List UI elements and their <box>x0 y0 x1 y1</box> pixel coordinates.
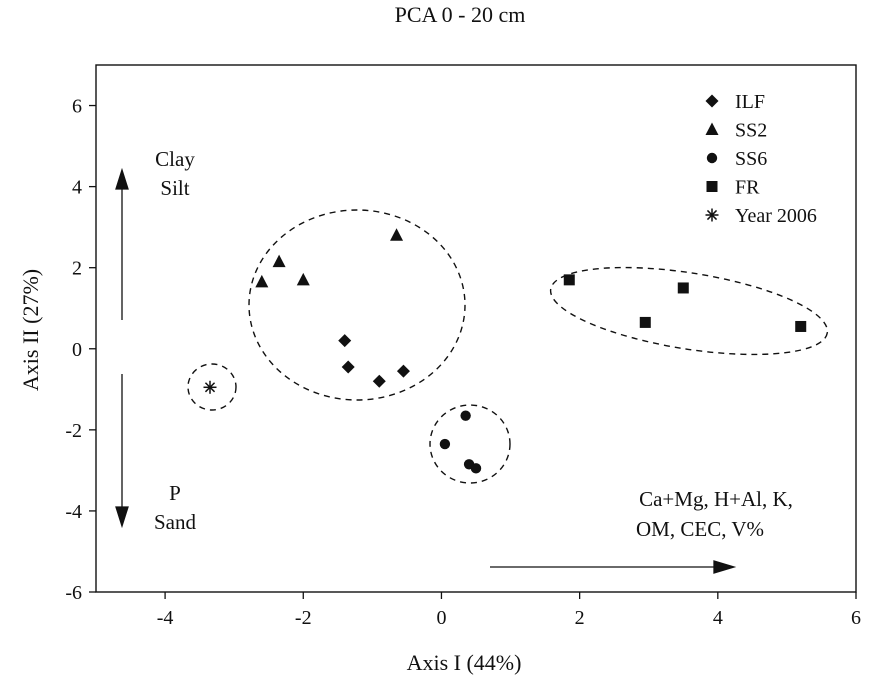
legend-label-ss6: SS6 <box>735 148 767 170</box>
annotation-sand: Sand <box>154 510 197 534</box>
x-tick-label: 0 <box>436 607 446 629</box>
legend-marker-ss2 <box>705 122 719 135</box>
legend-label-ss2: SS2 <box>735 120 767 142</box>
point-ss2 <box>390 228 404 241</box>
annotation-nutrients-line2: OM, CEC, V% <box>636 517 764 541</box>
data-points <box>203 228 807 474</box>
x-axis-title: Axis I (44%) <box>407 650 522 675</box>
cluster-ellipse-fr <box>549 266 829 356</box>
point-ss2 <box>272 254 286 268</box>
x-tick-label: -4 <box>157 607 174 629</box>
legend-label-fr: FR <box>735 177 760 199</box>
point-ss6 <box>439 438 451 450</box>
y-axis-title: Axis II (27%) <box>18 269 43 391</box>
legend-label-year-2006: Year 2006 <box>735 205 817 227</box>
cluster-ellipse-ilf-ss2 <box>248 209 466 401</box>
annotation-nutrients-line1: Ca+Mg, H+Al, K, <box>639 487 793 511</box>
up-arrow-head <box>115 167 129 190</box>
cluster-ellipse-ss6 <box>429 404 511 484</box>
legend-label-ilf: ILF <box>735 91 765 113</box>
right-arrow-head <box>713 560 737 574</box>
y-tick-label: 0 <box>72 339 82 361</box>
chart-title: PCA 0 - 20 cm <box>395 2 526 27</box>
cluster-ellipse-year-2006 <box>187 363 237 411</box>
annotation-p: P <box>169 481 181 505</box>
legend-marker-year-2006 <box>705 208 719 222</box>
point-fr <box>563 274 575 286</box>
point-ilf <box>396 364 410 378</box>
legend-marker-fr <box>706 181 718 192</box>
annotation-silt: Silt <box>160 176 189 200</box>
point-ilf <box>341 360 355 374</box>
point-fr <box>639 316 651 328</box>
plot-frame <box>95 64 857 593</box>
x-tick-label: 4 <box>713 607 723 629</box>
cluster-ellipses <box>187 209 829 484</box>
y-tick-label: 6 <box>72 96 82 118</box>
legend: ILF SS2 SS6 FR Year 2006 <box>705 91 817 227</box>
down-arrow-head <box>115 506 129 529</box>
y-axis-ticks: -6 -4 -2 0 2 4 6 <box>65 96 96 604</box>
vertical-arrows <box>115 167 129 529</box>
point-year-2006 <box>203 380 217 394</box>
y-tick-label: 2 <box>72 258 82 280</box>
x-axis-ticks: -4 -2 0 2 4 6 <box>157 592 861 629</box>
y-tick-label: -6 <box>65 582 82 604</box>
point-ss2 <box>255 274 269 288</box>
point-fr <box>677 282 689 294</box>
point-ss6 <box>470 463 482 474</box>
point-fr <box>795 320 807 332</box>
legend-marker-ss6 <box>706 152 718 164</box>
y-tick-label: -2 <box>65 420 82 442</box>
point-ss6 <box>460 410 471 421</box>
y-tick-label: -4 <box>65 501 82 523</box>
horizontal-arrow <box>490 560 737 574</box>
point-ss2 <box>296 272 310 286</box>
x-tick-label: -2 <box>295 607 312 629</box>
x-tick-label: 2 <box>575 607 585 629</box>
y-tick-label: 4 <box>72 177 82 199</box>
x-tick-label: 6 <box>851 607 861 629</box>
annotation-clay: Clay <box>155 147 195 171</box>
point-ilf <box>372 374 386 388</box>
legend-marker-ilf <box>705 94 719 108</box>
point-ilf <box>338 334 352 348</box>
